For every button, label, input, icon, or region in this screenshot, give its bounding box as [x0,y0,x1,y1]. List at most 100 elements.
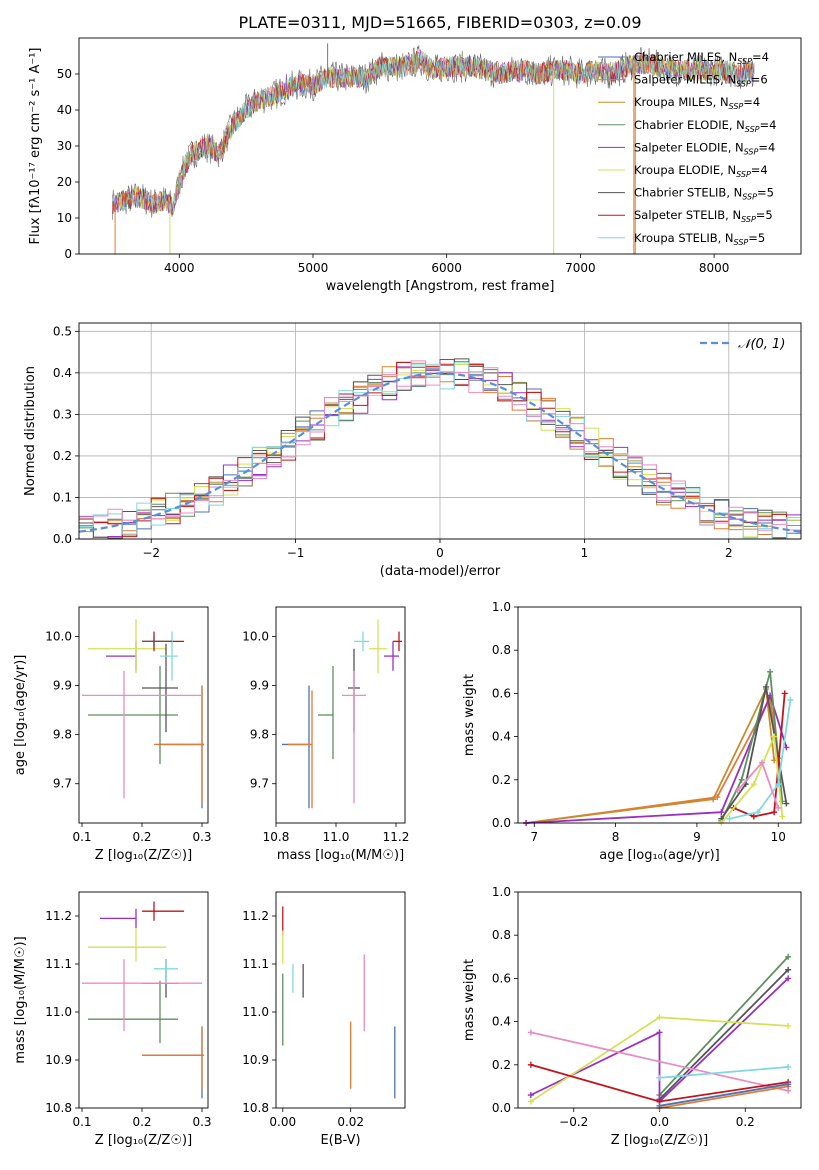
x-tick-label: 10 [771,830,786,844]
x-tick-label: 4000 [164,261,195,275]
spectrum-frame [78,37,802,255]
x-tick-label: 0.00 [269,1115,296,1129]
series-line [659,1085,789,1109]
y-tick-label: 0.8 [492,928,511,942]
y-axis-label: mass [log₁₀(M/M☉)] [13,936,28,1063]
y-tick-label: 0.2 [492,1058,511,1072]
y-tick-label: 0 [64,247,72,261]
y-tick-label: 10.0 [45,629,72,643]
hist-step [79,360,801,531]
x-tick-label: 7000 [565,261,596,275]
weight_vs_Z-frame [517,891,802,1109]
y-tick-label: 10.9 [45,1053,72,1067]
y-axis-label: age [log₁₀(age/yr)] [13,655,28,776]
series-marker [714,794,721,801]
y-tick-label: 10.8 [242,1101,269,1115]
y-tick-label: 9.9 [53,679,72,693]
legend-label: Kroupa ELODIE, NSSP=4 [634,163,768,179]
x-tick-label: 2 [725,546,733,560]
y-tick-label: 10.8 [45,1101,72,1115]
spectrum-axes: 4000 5000 6000 7000 8000 0 10 20 30 40 50 wavelengt… [57,67,730,294]
x-tick-label: 10.8 [263,830,290,844]
series-marker [785,1081,792,1088]
y-tick-label: 40 [57,103,72,117]
series-marker [656,1074,663,1081]
y-tick-label: 0.0 [53,532,72,546]
series-marker [785,1063,792,1070]
y-tick-label: 11.0 [242,1005,269,1019]
legend-label: Kroupa STELIB, NSSP=5 [634,231,765,247]
series-line [729,699,792,820]
series-marker [785,975,792,982]
legend-label: Chabrier MILES, NSSP=4 [634,50,769,66]
spectrum-line [112,51,755,214]
y-tick-label: 1.0 [492,885,511,899]
y-tick-label: 0.6 [492,686,511,700]
series-line [530,977,789,1104]
x-tick-label: 0.1 [72,830,91,844]
series-marker [750,781,757,788]
y-tick-label: 0.4 [492,730,511,744]
series-marker [527,1092,534,1099]
x-axis-label: wavelength [Angstrom, rest frame] [326,279,555,294]
series-marker [656,1029,663,1036]
x-tick-label: 6000 [431,261,462,275]
legend-label: Salpeter MILES, NSSP=6 [634,73,768,89]
y-tick-label: 9.8 [53,728,72,742]
y-tick-label: 9.8 [250,728,269,742]
series-marker [750,813,757,820]
age_vs_mass-axes: 10.8 11.0 11.2 9.7 9.8 9.9 10.0 mass [log₁₀(M/M… [242,629,409,863]
x-axis-label: Z [log₁₀(Z/Z☉)] [95,1133,192,1148]
series-line [530,1031,789,1092]
spectrum-line [112,51,755,213]
y-tick-label: 10.0 [242,629,269,643]
series-marker [738,776,745,783]
y-tick-label: 11.1 [242,957,269,971]
mass_vs_ebv-frame [275,891,406,1109]
weight_vs_Z-axes: −0.2 0.0 0.2 0.0 0.2 0.4 0.6 0.8 1.0 Z [log₁₀(Z/Z… [462,885,755,1148]
series-marker [785,953,792,960]
series-line [525,685,776,824]
x-axis-label: mass [log₁₀(M/M☉)] [277,848,404,863]
series-line [658,956,789,1096]
y-tick-label: 0.4 [53,366,72,380]
series-marker [758,759,765,766]
weight_vs_Z-series [527,953,792,1111]
x-axis-label: Z [log₁₀(Z/Z☉)] [95,848,192,863]
series-marker [726,815,733,822]
weight_vs_age-axes: 7 8 9 10 0.0 0.2 0.4 0.6 0.8 1.0 age [log₁₀(age/yr… [462,600,786,863]
series-line [659,1066,789,1079]
y-tick-label: 10 [57,211,72,225]
series-marker [763,683,770,690]
weight_vs_age-frame [517,606,802,824]
x-tick-label: 1 [581,546,589,560]
legend-label: Chabrier STELIB, NSSP=5 [634,186,774,202]
x-tick-label: 0.3 [192,1115,211,1129]
mass_vs_Z-frame [78,891,209,1109]
x-tick-label: −1 [287,546,305,560]
y-tick-label: 30 [57,139,72,153]
y-tick-label: 0.2 [53,449,72,463]
series-marker [734,787,741,794]
age_vs_Z-points [82,619,204,809]
weight_vs_age-series [523,668,794,826]
series-marker [781,690,788,697]
series-marker [785,1022,792,1029]
y-tick-label: 50 [57,67,72,81]
y-tick-label: 0.0 [492,816,511,830]
x-axis-label: (data-model)/error [380,564,501,579]
spectrum-lines [112,43,755,254]
age_vs_Z-axes: 0.1 0.2 0.3 9.7 9.8 9.9 10.0 Z [log₁₀(Z/Z☉)] age… [13,629,212,863]
y-tick-label: 0.2 [492,773,511,787]
series-line [526,692,788,824]
x-tick-label: 0.2 [132,1115,151,1129]
y-tick-label: 0.8 [492,643,511,657]
y-tick-label: 0.3 [53,407,72,421]
x-tick-label: 0.0 [650,1115,669,1129]
x-axis-label: age [log₁₀(age/yr)] [599,848,720,863]
spectrum-line [112,50,755,216]
x-tick-label: 8000 [699,261,730,275]
y-tick-label: 0.0 [492,1101,511,1115]
x-tick-label: 7 [530,830,538,844]
